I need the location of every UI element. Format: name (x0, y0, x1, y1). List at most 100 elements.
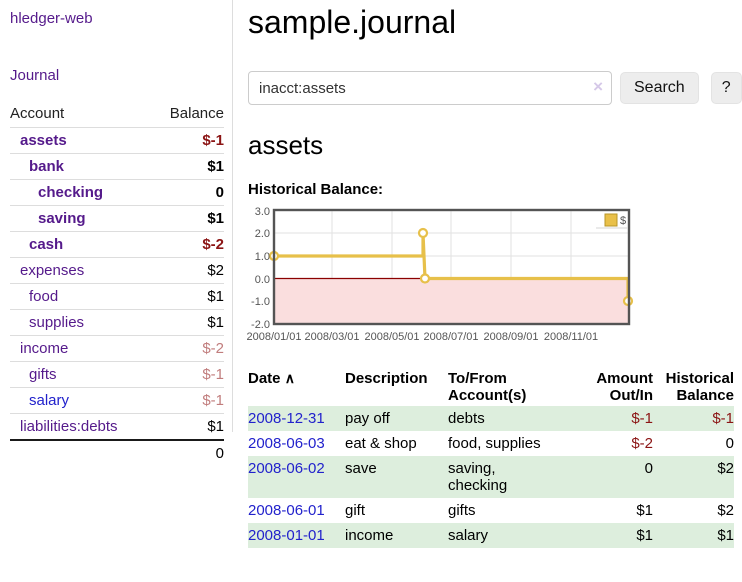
account-link-food[interactable]: food (29, 288, 59, 305)
x-axis-labels: 2008/01/01 2008/03/01 2008/05/01 2008/07… (246, 331, 598, 343)
legend-label: $ (620, 215, 626, 227)
legend-swatch-icon (604, 213, 618, 227)
register-row: 2008-06-02 save saving, checking 0 $2 (248, 456, 734, 498)
transaction-date-link[interactable]: 2008-06-02 (248, 460, 325, 477)
account-link-gifts[interactable]: gifts (29, 366, 57, 383)
account-row: salary $-1 (10, 387, 224, 414)
account-link-bank[interactable]: bank (29, 158, 65, 175)
y-axis-labels: 3.0 2.0 1.0 0.0 -1.0 -2.0 (251, 206, 270, 331)
account-link-assets[interactable]: assets (20, 132, 67, 149)
svg-text:2008/03/01: 2008/03/01 (304, 331, 359, 343)
transaction-description: eat & shop (345, 435, 417, 452)
chart-legend: $ (596, 213, 628, 229)
account-row: assets $-1 (10, 127, 224, 154)
account-row: expenses $2 (10, 257, 224, 284)
account-row: bank $1 (10, 153, 224, 180)
account-balance: $-2 (152, 231, 224, 258)
account-link-expenses[interactable]: expenses (20, 262, 85, 279)
register-col-date[interactable]: Date ∧ (248, 370, 295, 387)
register-row: 2008-06-03 eat & shop food, supplies $-2… (248, 431, 734, 456)
transaction-description: gift (345, 502, 366, 519)
account-balance: $1 (152, 309, 224, 336)
account-link-salary[interactable]: salary (29, 392, 70, 409)
transaction-date-link[interactable]: 2008-06-01 (248, 502, 325, 519)
clear-search-icon[interactable]: × (593, 77, 603, 96)
svg-text:3.0: 3.0 (255, 206, 270, 218)
sidebar-item-journal[interactable]: Journal (10, 67, 60, 84)
transaction-amount: $1 (636, 502, 653, 519)
transaction-amount: $-1 (578, 406, 653, 431)
transaction-balance: 0 (725, 435, 734, 452)
account-balance: $1 (152, 283, 224, 310)
transaction-date-link[interactable]: 2008-12-31 (248, 410, 325, 427)
svg-text:2008/05/01: 2008/05/01 (364, 331, 419, 343)
chart-label: Historical Balance: (248, 181, 384, 198)
accounts-total-row: 0 (10, 439, 224, 466)
account-row: gifts $-1 (10, 361, 224, 388)
register-row: 2008-01-01 income salary $1 $1 (248, 523, 734, 548)
register-table: Date ∧ Description To/From Account(s) Am… (248, 368, 734, 548)
page-title: sample.journal (248, 4, 457, 40)
register-col-balance: Historical Balance (665, 370, 734, 404)
svg-text:2.0: 2.0 (255, 228, 270, 240)
accounts-total-value: 0 (152, 439, 224, 466)
transaction-accounts: debts (448, 406, 578, 431)
transaction-balance: $1 (653, 523, 734, 548)
transaction-description: pay off (345, 406, 448, 431)
account-row: saving $1 (10, 205, 224, 232)
transaction-date-link[interactable]: 2008-06-03 (248, 435, 325, 452)
transaction-accounts: gifts (448, 502, 476, 519)
account-link-liabilities-debts[interactable]: liabilities:debts (20, 418, 118, 435)
account-row: checking 0 (10, 179, 224, 206)
register-col-amount: Amount Out/In (596, 370, 653, 404)
transaction-accounts: food, supplies (448, 435, 541, 452)
register-row: 2008-12-31 pay off debts $-1 $-1 (248, 406, 734, 431)
svg-text:2008/07/01: 2008/07/01 (423, 331, 478, 343)
transaction-date-link[interactable]: 2008-01-01 (248, 527, 325, 544)
register-col-accounts: To/From Account(s) (448, 370, 527, 404)
transaction-balance: $2 (717, 502, 734, 519)
account-balance: $-2 (152, 335, 224, 362)
svg-text:2008/09/01: 2008/09/01 (483, 331, 538, 343)
transaction-balance: $2 (653, 456, 734, 498)
account-link-cash[interactable]: cash (29, 236, 64, 253)
account-balance: 0 (152, 179, 224, 206)
sidebar: hledger-web Journal Account Balance asse… (0, 0, 233, 466)
account-balance: $1 (152, 153, 224, 180)
search-button[interactable]: Search (620, 72, 699, 104)
account-link-checking[interactable]: checking (38, 184, 104, 201)
transaction-description: save (345, 456, 448, 498)
account-balance: $1 (152, 205, 224, 232)
accounts-table: Account Balance assets $-1 bank $1 checkin… (10, 102, 224, 466)
search-input[interactable] (248, 71, 612, 105)
search-form: × Search ? (248, 71, 742, 105)
svg-text:2008/01/01: 2008/01/01 (246, 331, 301, 343)
negative-region (275, 279, 628, 324)
main-content: sample.journal × Search ? assets Histori… (246, 0, 742, 548)
transaction-description: income (345, 523, 448, 548)
account-balance: $-1 (152, 387, 224, 414)
account-link-income[interactable]: income (20, 340, 69, 357)
register-col-description: Description (345, 370, 428, 387)
help-button[interactable]: ? (710, 72, 742, 104)
account-row: liabilities:debts $1 (10, 413, 224, 440)
transaction-amount: $-2 (631, 435, 653, 452)
sort-asc-icon: ∧ (284, 370, 295, 386)
transaction-amount: $1 (578, 523, 653, 548)
svg-text:-1.0: -1.0 (251, 296, 270, 308)
account-balance: $-1 (152, 361, 224, 388)
account-link-supplies[interactable]: supplies (29, 314, 85, 331)
account-row: food $1 (10, 283, 224, 310)
account-row: cash $-2 (10, 231, 224, 258)
app-title-link[interactable]: hledger-web (10, 10, 93, 27)
transaction-balance: $-1 (653, 406, 734, 431)
account-balance: $1 (152, 413, 224, 440)
account-link-saving[interactable]: saving (38, 210, 86, 227)
transaction-accounts: salary (448, 523, 578, 548)
svg-text:2008/11/01: 2008/11/01 (544, 331, 598, 343)
transaction-amount: 0 (578, 456, 653, 498)
account-balance: $-1 (152, 127, 224, 154)
account-row: supplies $1 (10, 309, 224, 336)
accounts-col-balance: Balance (169, 105, 224, 122)
account-heading: assets (248, 130, 324, 160)
